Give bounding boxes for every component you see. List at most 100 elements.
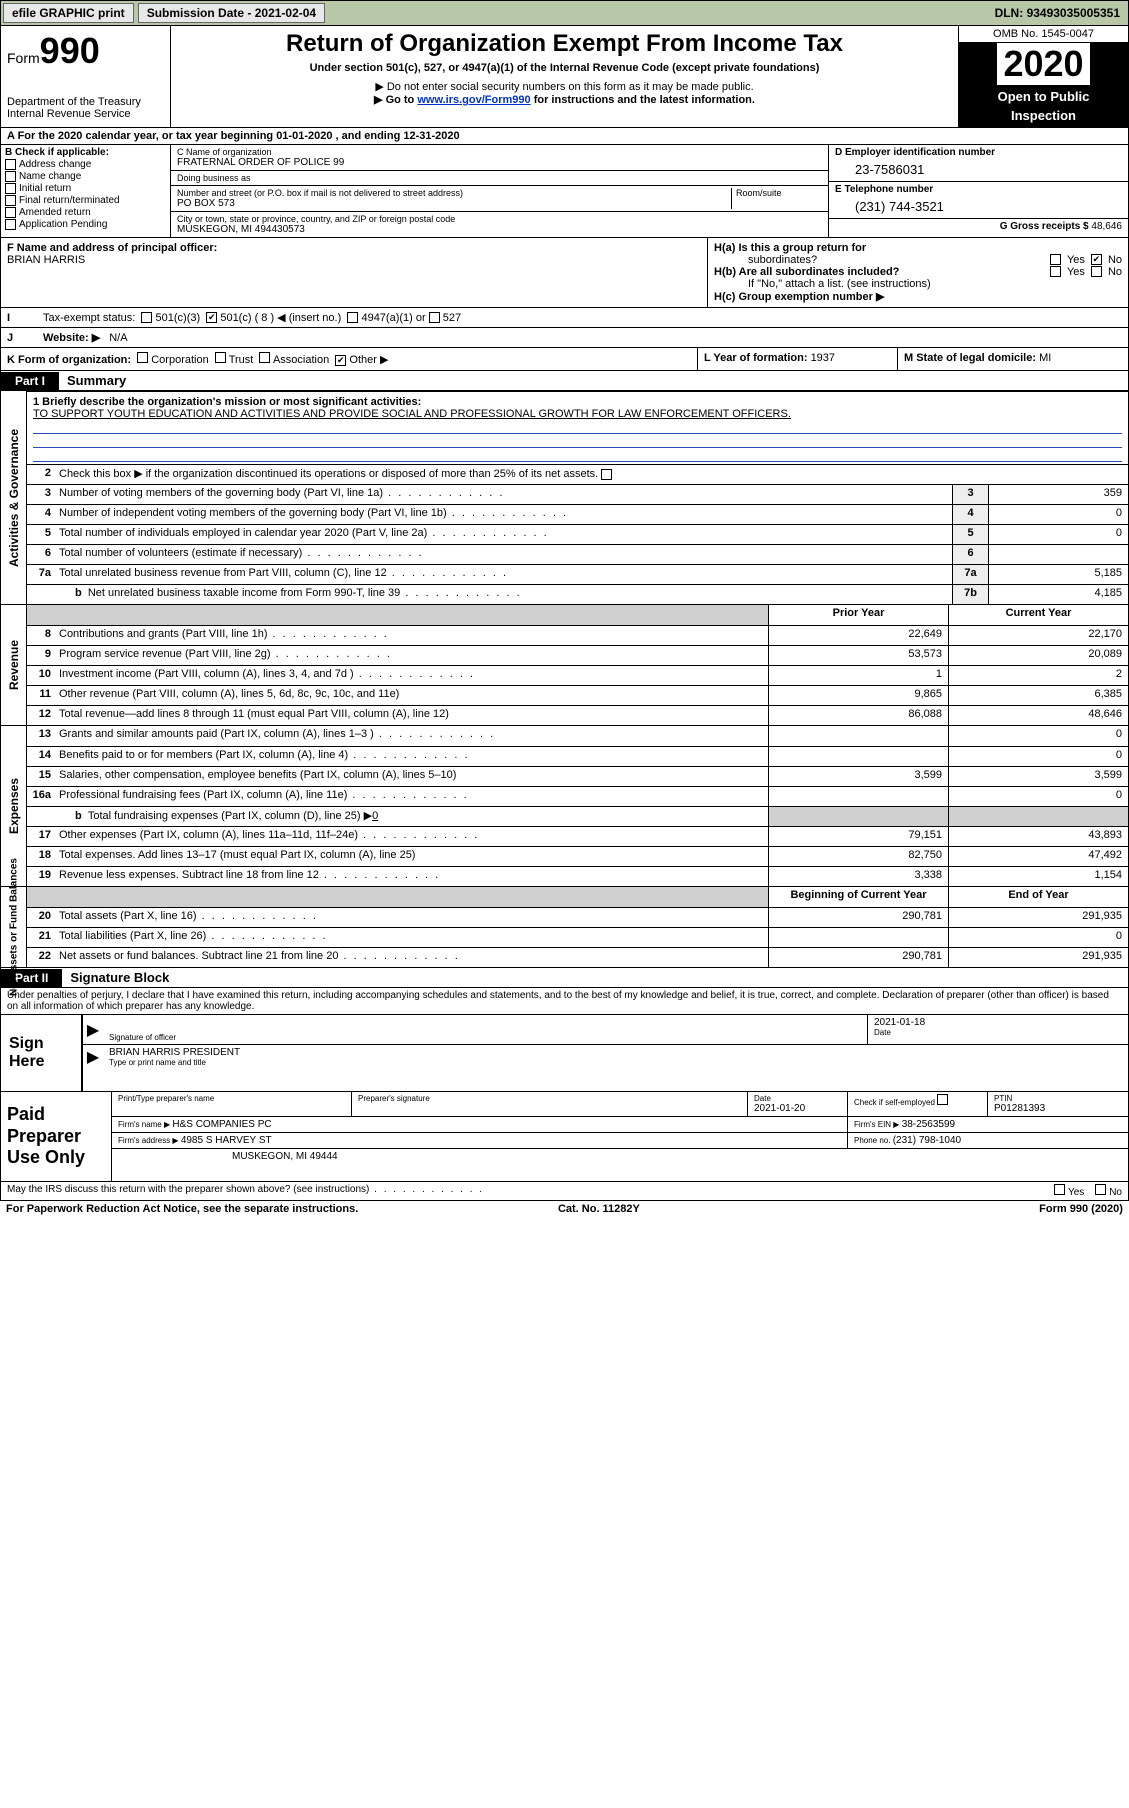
hb-row: H(b) Are all subordinates included? Yes …: [714, 266, 1122, 278]
hb-no[interactable]: [1091, 266, 1102, 277]
hdr-current-year: Current Year: [948, 605, 1128, 625]
firm-lbl: Firm's name ▶: [118, 1120, 172, 1129]
firm-ein-lbl: Firm's EIN ▶: [854, 1120, 902, 1129]
p9: 53,573: [768, 646, 948, 665]
submission-date-value: 2021-02-04: [255, 6, 316, 20]
sign-table: ▶ Signature of officer 2021-01-18 Date ▶…: [81, 1015, 1128, 1091]
discuss-yes[interactable]: [1054, 1184, 1065, 1195]
box-7b: 7b: [952, 585, 988, 604]
lbl-application-pending: Application Pending: [19, 219, 107, 230]
discuss-no[interactable]: [1095, 1184, 1106, 1195]
paid-preparer-block: Paid Preparer Use Only Print/Type prepar…: [0, 1092, 1129, 1182]
form-note-ssn: ▶ Do not enter social security numbers o…: [179, 80, 950, 93]
e22: 291,935: [948, 948, 1128, 967]
chk-final-return[interactable]: [5, 195, 16, 206]
ptin-value: P01281393: [994, 1103, 1122, 1114]
chk-other[interactable]: [335, 355, 346, 366]
c19: 1,154: [948, 867, 1128, 886]
chk-corp[interactable]: [137, 352, 148, 363]
c14: 0: [948, 747, 1128, 766]
box-4: 4: [952, 505, 988, 524]
lbl-527: 527: [443, 312, 461, 324]
row-i-tax-status: I Tax-exempt status: 501(c)(3) 501(c) ( …: [0, 308, 1129, 328]
part1-header: Part I Summary: [0, 371, 1129, 391]
dba-cell: Doing business as: [171, 171, 828, 186]
chk-501c[interactable]: [206, 312, 217, 323]
line16b-text: Total fundraising expenses (Part IX, col…: [88, 810, 372, 822]
ein-value: 23-7586031: [835, 158, 1122, 179]
gross-label: G Gross receipts $: [1000, 221, 1092, 232]
gross-value: 48,646: [1091, 221, 1122, 232]
chk-trust[interactable]: [215, 352, 226, 363]
gross-cell: G Gross receipts $ 48,646: [829, 219, 1128, 234]
box-b-label: B Check if applicable:: [5, 147, 166, 158]
chk-line2[interactable]: [601, 469, 612, 480]
tax-status-label: Tax-exempt status:: [43, 312, 135, 324]
box-5: 5: [952, 525, 988, 544]
ha-label: H(a) Is this a group return for: [714, 242, 866, 254]
c10: 2: [948, 666, 1128, 685]
hb-yes[interactable]: [1050, 266, 1061, 277]
hdr-prior-year: Prior Year: [768, 605, 948, 625]
chk-assoc[interactable]: [259, 352, 270, 363]
line8-text: Contributions and grants (Part VIII, lin…: [55, 626, 768, 645]
street-value: PO BOX 573: [177, 198, 727, 209]
chk-527[interactable]: [429, 312, 440, 323]
line2-text: Check this box ▶ if the organization dis…: [55, 465, 1128, 484]
ha-no-lbl: No: [1108, 254, 1122, 266]
line16b-val: 0: [372, 810, 378, 822]
mission-label: 1 Briefly describe the organization's mi…: [33, 396, 421, 408]
header-middle: Return of Organization Exempt From Incom…: [171, 26, 958, 127]
ha-yes[interactable]: [1050, 254, 1061, 265]
form-word: Form: [7, 50, 40, 66]
irs-label: Internal Revenue Service: [7, 108, 164, 120]
vtab-revenue: Revenue: [1, 605, 27, 725]
lbl-assoc: Association: [273, 354, 329, 366]
form-header: Form990 Department of the Treasury Inter…: [0, 26, 1129, 128]
website-value: N/A: [109, 332, 127, 344]
vtab-net-assets: Net Assets or Fund Balances: [1, 887, 27, 967]
box-b: B Check if applicable: Address change Na…: [1, 145, 171, 237]
lbl-trust: Trust: [229, 354, 254, 366]
line6-text: Total number of volunteers (estimate if …: [55, 545, 952, 564]
ha-sub: subordinates?: [748, 254, 817, 266]
b22: 290,781: [768, 948, 948, 967]
row-klm: K Form of organization: Corporation Trus…: [0, 348, 1129, 371]
firm-phone: (231) 798-1040: [893, 1135, 961, 1146]
p14: [768, 747, 948, 766]
chk-initial-return[interactable]: [5, 183, 16, 194]
header-left: Form990 Department of the Treasury Inter…: [1, 26, 171, 127]
p8: 22,649: [768, 626, 948, 645]
val-7b: 4,185: [988, 585, 1128, 604]
box-f-label: F Name and address of principal officer:: [7, 242, 701, 254]
chk-501c3[interactable]: [141, 312, 152, 323]
chk-4947[interactable]: [347, 312, 358, 323]
p18: 82,750: [768, 847, 948, 866]
chk-application-pending[interactable]: [5, 219, 16, 230]
irs-link[interactable]: www.irs.gov/Form990: [417, 94, 530, 106]
efile-print-button[interactable]: efile GRAPHIC print: [3, 3, 134, 23]
box-3: 3: [952, 485, 988, 504]
form-note-link: ▶ Go to www.irs.gov/Form990 for instruct…: [179, 93, 950, 106]
pra-notice: For Paperwork Reduction Act Notice, see …: [6, 1203, 358, 1215]
chk-amended-return[interactable]: [5, 207, 16, 218]
firm-name: H&S COMPANIES PC: [172, 1119, 271, 1130]
line19-text: Revenue less expenses. Subtract line 18 …: [55, 867, 768, 886]
c9: 20,089: [948, 646, 1128, 665]
chk-name-change[interactable]: [5, 171, 16, 182]
mission-text: TO SUPPORT YOUTH EDUCATION AND ACTIVITIE…: [33, 408, 1122, 420]
lbl-corp: Corporation: [151, 354, 208, 366]
box-c: C Name of organization FRATERNAL ORDER O…: [171, 145, 828, 237]
line11-text: Other revenue (Part VIII, column (A), li…: [55, 686, 768, 705]
p11: 9,865: [768, 686, 948, 705]
sign-here-label: Sign Here: [1, 1015, 81, 1091]
lbl-amended-return: Amended return: [19, 207, 91, 218]
submission-date-badge: Submission Date - 2021-02-04: [138, 3, 325, 23]
lbl-name-change: Name change: [19, 171, 81, 182]
part2-header: Part II Signature Block: [0, 968, 1129, 988]
ha-no[interactable]: [1091, 254, 1102, 265]
sign-arrow-icon: ▶: [83, 1015, 103, 1044]
chk-address-change[interactable]: [5, 159, 16, 170]
chk-self-employed[interactable]: [937, 1094, 948, 1105]
tel-value: (231) 744-3521: [835, 195, 1122, 216]
